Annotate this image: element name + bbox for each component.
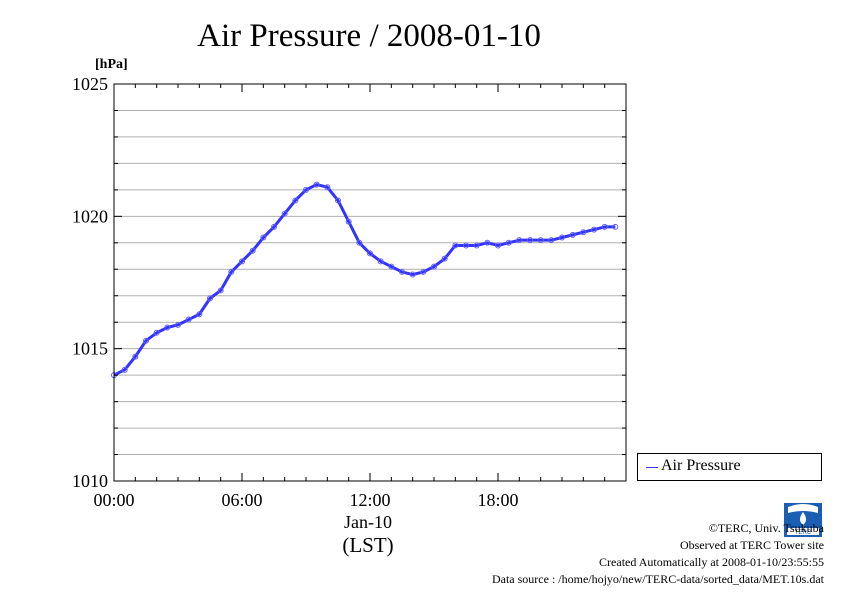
data-point xyxy=(377,258,384,265)
data-point xyxy=(153,329,160,336)
data-point xyxy=(527,237,533,244)
credits-block: ©TERC, Univ. Tsukuba Observed at TERC To… xyxy=(492,520,824,588)
data-point xyxy=(335,197,341,204)
y-tick-label: 1025 xyxy=(72,74,108,94)
data-point xyxy=(473,242,480,249)
y-tick-label: 1020 xyxy=(72,206,108,226)
data-point xyxy=(175,321,181,328)
created-timestamp-text: Created Automatically at 2008-01-10/23:5… xyxy=(599,555,824,569)
data-point xyxy=(313,181,320,188)
data-point xyxy=(452,242,459,249)
data-point xyxy=(431,263,437,270)
series-layer xyxy=(111,181,619,379)
chart-legend: Air Pressure xyxy=(637,453,822,481)
x-axis-unit-label: (LST) xyxy=(342,533,393,557)
data-point xyxy=(249,247,256,254)
data-point xyxy=(388,263,395,270)
x-tick-label: 18:00 xyxy=(477,490,518,510)
tick-labels: 1010 1015 1020 1025 00:00 06:00 12:00 18:00 xyxy=(72,74,519,510)
logo-text: TERC xyxy=(795,530,812,536)
data-point xyxy=(228,268,235,275)
data-point xyxy=(217,287,224,294)
data-point xyxy=(196,311,203,318)
x-axis-date-label: Jan-10 xyxy=(344,512,392,532)
data-point xyxy=(143,337,149,344)
data-source-text: Data source : /home/hojyo/new/TERC-data/… xyxy=(491,572,824,586)
grid-lines xyxy=(114,109,626,456)
data-point xyxy=(484,239,491,246)
x-tick-label: 06:00 xyxy=(221,490,262,510)
plot-frame xyxy=(113,83,627,482)
legend-line-swatch xyxy=(646,467,658,468)
y-tick-label: 1015 xyxy=(72,339,108,359)
plot-axes xyxy=(113,83,627,482)
data-point xyxy=(292,197,299,204)
data-point xyxy=(580,229,587,236)
copyright-text: ©TERC, Univ. Tsukuba xyxy=(708,521,824,535)
data-point xyxy=(164,324,171,331)
data-point xyxy=(569,231,576,238)
data-point xyxy=(324,184,331,191)
data-point xyxy=(495,242,501,249)
data-point xyxy=(420,268,427,275)
data-point xyxy=(303,186,309,193)
chart-title: Air Pressure / 2008-01-10 xyxy=(197,18,541,54)
data-point xyxy=(463,242,469,249)
series-line xyxy=(113,183,616,377)
data-point xyxy=(207,295,213,302)
y-axis-unit-label: [hPa] xyxy=(95,57,128,72)
x-tick-label: 12:00 xyxy=(349,490,390,510)
data-point xyxy=(367,250,373,257)
data-point xyxy=(356,239,363,246)
observed-site-text: Observed at TERC Tower site xyxy=(679,538,824,552)
data-point xyxy=(399,268,405,275)
data-point xyxy=(548,237,555,244)
data-point xyxy=(591,226,597,233)
data-point xyxy=(441,255,448,262)
terc-logo: TERC xyxy=(784,503,822,537)
legend-label: Air Pressure xyxy=(661,457,741,474)
data-point xyxy=(185,316,192,323)
data-point xyxy=(132,353,139,360)
data-point xyxy=(239,258,245,265)
data-point xyxy=(121,366,128,373)
data-point xyxy=(537,237,544,244)
data-point xyxy=(260,234,267,241)
data-point xyxy=(505,239,512,246)
y-tick-label: 1010 xyxy=(72,471,108,491)
data-point xyxy=(409,271,416,278)
data-point xyxy=(559,234,565,241)
data-point xyxy=(345,218,352,225)
data-point xyxy=(271,223,277,230)
data-point xyxy=(516,237,523,244)
data-point xyxy=(612,223,619,230)
x-tick-label: 00:00 xyxy=(93,490,134,510)
data-point xyxy=(601,223,608,230)
data-point xyxy=(281,210,288,217)
